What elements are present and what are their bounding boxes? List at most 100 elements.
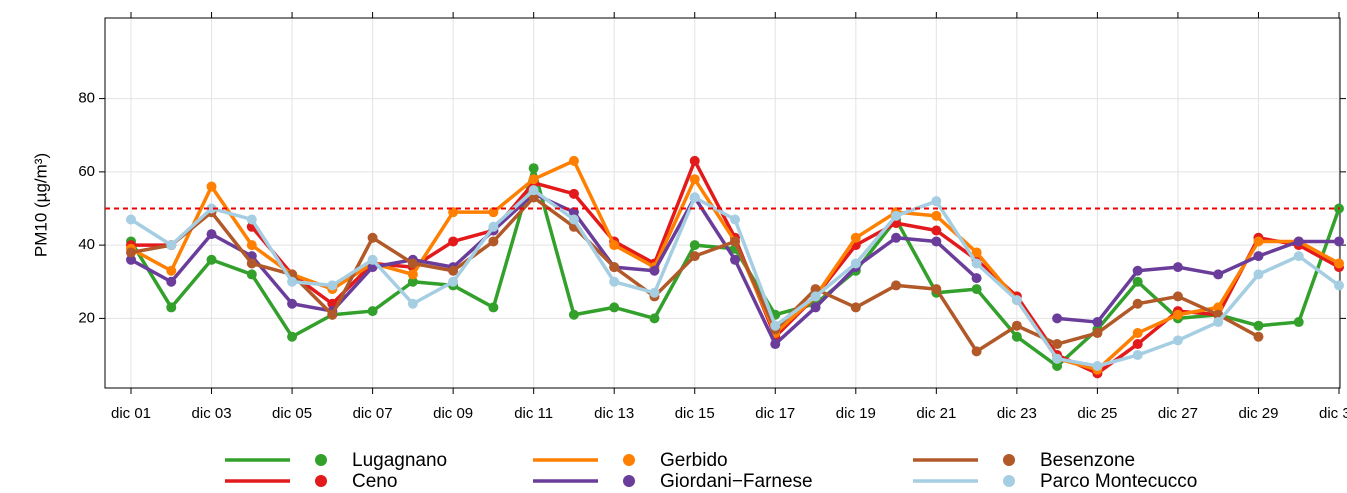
data-point (327, 309, 338, 320)
data-point (1092, 317, 1103, 328)
data-point (407, 258, 418, 269)
data-point (246, 258, 257, 269)
data-point (1293, 236, 1304, 247)
data-point (971, 273, 982, 284)
x-tick-label: dic 13 (594, 405, 634, 422)
data-point (568, 214, 579, 225)
data-point (689, 174, 700, 185)
data-point (810, 302, 821, 313)
data-point (1132, 328, 1143, 339)
legend-marker (623, 475, 635, 487)
data-point (1334, 280, 1344, 291)
series-line (129, 166, 1341, 368)
data-point (528, 174, 539, 185)
x-tick-label: dic 31 (1319, 405, 1347, 422)
x-tick-label: dic 11 (514, 405, 553, 422)
data-point (488, 207, 499, 218)
data-point (971, 247, 982, 258)
data-point (568, 207, 579, 218)
data-point (1052, 361, 1063, 372)
x-tick-label: dic 07 (353, 405, 393, 422)
data-point (931, 225, 942, 236)
series-line (130, 159, 1340, 372)
data-point (1334, 236, 1344, 247)
data-point (166, 240, 177, 251)
data-point (206, 181, 217, 192)
data-point (770, 339, 781, 350)
y-tick-label: 60 (78, 163, 95, 180)
data-point (1172, 291, 1183, 302)
legend-label: Giordani−Farnese (660, 471, 813, 492)
data-point (689, 155, 700, 166)
y-tick-label: 40 (78, 236, 95, 253)
data-point (407, 269, 418, 280)
y-axis-label: PM10 (µg/m³) (31, 153, 50, 257)
data-point (1132, 276, 1143, 287)
data-point (1253, 320, 1264, 331)
legend-marker (1003, 454, 1015, 466)
data-point (649, 287, 660, 298)
data-point (407, 298, 418, 309)
data-point (1293, 317, 1304, 328)
data-point (367, 306, 378, 317)
legend-label: Parco Montecucco (1040, 471, 1197, 492)
legend-label: Lugagnano (352, 450, 447, 471)
data-point (206, 229, 217, 240)
data-point (528, 163, 539, 174)
x-tick-label: dic 01 (111, 405, 151, 422)
data-point (1253, 269, 1264, 280)
data-point (448, 265, 459, 276)
data-point (810, 284, 821, 295)
x-tick-label: dic 03 (192, 405, 232, 422)
data-point (246, 240, 257, 251)
x-tick-label: dic 27 (1158, 405, 1198, 422)
data-point (609, 240, 620, 251)
x-tick-label: dic 29 (1238, 405, 1278, 422)
data-point (528, 185, 539, 196)
data-point (528, 192, 539, 203)
y-tick-label: 20 (78, 309, 95, 326)
data-point (1011, 320, 1022, 331)
plot-frame (104, 17, 1341, 389)
x-tick-label: dic 19 (836, 405, 876, 422)
data-point (850, 302, 861, 313)
data-point (649, 313, 660, 324)
data-point (1172, 335, 1183, 346)
legend-marker (315, 454, 327, 466)
data-point (1092, 361, 1103, 372)
y-tick-label: 80 (78, 90, 95, 107)
data-point (448, 207, 459, 218)
data-point (1052, 353, 1063, 364)
data-point (730, 214, 740, 225)
series-line (131, 159, 1340, 376)
data-point (649, 265, 660, 276)
data-point (1052, 313, 1063, 324)
data-point (850, 232, 861, 243)
data-point (1011, 295, 1022, 306)
data-point (1253, 251, 1264, 262)
data-point (1253, 236, 1264, 247)
legend-marker (1003, 475, 1015, 487)
x-tick-label: dic 05 (272, 405, 312, 422)
legend-label: Ceno (352, 471, 397, 492)
data-point (891, 280, 902, 291)
data-point (407, 276, 418, 287)
x-tick-label: dic 09 (433, 405, 473, 422)
data-point (488, 236, 499, 247)
data-point (126, 214, 136, 225)
legend-label: Besenzone (1040, 450, 1135, 471)
data-point (287, 276, 298, 287)
x-tick-label: dic 25 (1077, 405, 1117, 422)
data-point (448, 236, 459, 247)
data-point (1132, 265, 1143, 276)
data-point (1132, 298, 1143, 309)
data-point (810, 291, 821, 302)
data-point (287, 298, 298, 309)
data-point (689, 192, 700, 203)
data-point (931, 284, 942, 295)
data-point (689, 251, 700, 262)
data-point (568, 309, 579, 320)
data-point (931, 210, 942, 221)
data-point (609, 302, 620, 313)
data-point (568, 155, 579, 166)
